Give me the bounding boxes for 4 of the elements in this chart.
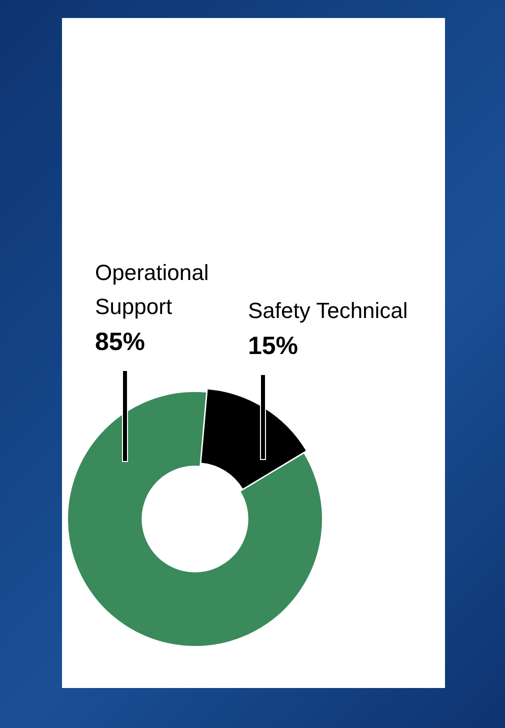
slice-label: Safety Technical (248, 298, 408, 323)
data-label: 15% (248, 332, 298, 360)
slice-label: Operational Support (95, 260, 209, 319)
data-label: 85% (95, 328, 146, 356)
